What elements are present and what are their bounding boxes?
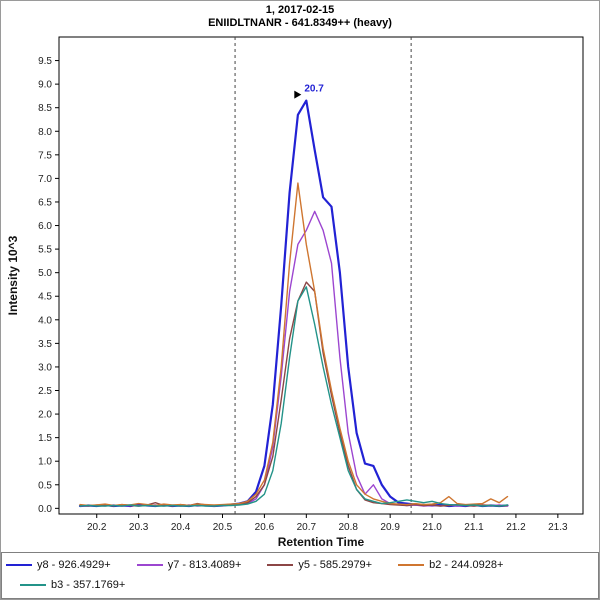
legend-item: b2 - 244.0928+: [398, 559, 503, 571]
legend-swatch: [136, 564, 163, 566]
legend-swatch: [6, 564, 32, 566]
y-tick-label: 5.5: [38, 245, 52, 256]
legend-label: b3 - 357.1769+: [51, 579, 126, 591]
y-tick-label: 1.0: [38, 457, 52, 468]
y-tick-label: 2.0: [38, 410, 52, 421]
legend-label: b2 - 244.0928+: [429, 559, 504, 571]
chart-header: 1, 2017-02-15 ENIIDLTNANR - 641.8349++ (…: [1, 1, 599, 32]
y-tick-label: 7.0: [38, 174, 52, 185]
legend-swatch: [267, 564, 294, 566]
legend-item: y5 - 585.2979+: [267, 559, 372, 571]
y-tick-label: 6.0: [38, 221, 52, 232]
y-tick-label: 0.0: [38, 504, 52, 515]
y-tick-label: 8.5: [38, 103, 52, 114]
y-tick-label: 4.5: [38, 292, 52, 303]
y-tick-label: 4.0: [38, 315, 52, 326]
legend-label: y8 - 926.4929+: [37, 559, 111, 571]
x-tick-label: 21.3: [548, 522, 568, 533]
legend-label: y5 - 585.2979+: [298, 559, 373, 571]
peak-apex-marker: [294, 90, 302, 99]
chart-title: 1, 2017-02-15: [265, 4, 335, 16]
legend-item: y8 - 926.4929+: [6, 559, 111, 571]
x-tick-label: 21.0: [422, 522, 442, 533]
x-tick-label: 21.2: [506, 522, 526, 533]
chromatogram-trace: [79, 281, 509, 507]
y-tick-label: 6.5: [38, 197, 52, 208]
chart-subtitle: ENIIDLTNANR - 641.8349++ (heavy): [208, 17, 392, 29]
chromatogram-trace: [79, 286, 509, 507]
x-tick-label: 20.4: [171, 522, 191, 533]
y-tick-label: 3.5: [38, 339, 52, 350]
y-tick-label: 3.0: [38, 362, 52, 373]
x-tick-label: 20.6: [255, 522, 275, 533]
y-tick-label: 9.0: [38, 80, 52, 91]
y-tick-label: 5.0: [38, 268, 52, 279]
chart-canvas[interactable]: 0.0 0.5 1.0 1.5 2.0 2.5 3.0 3.5 4.0 4.5 5.0 5.5 6.0 6…: [1, 32, 599, 552]
y-tick-label: 8.0: [38, 127, 52, 138]
x-axis-title: Retention Time: [278, 535, 365, 549]
legend-label: y7 - 813.4089+: [167, 559, 242, 571]
x-tick-label: 20.8: [339, 522, 359, 533]
y-tick-label: 1.5: [38, 433, 52, 444]
x-tick-label: 20.3: [129, 522, 149, 533]
y-tick-label: 0.5: [38, 480, 52, 491]
y-tick-label: 2.5: [38, 386, 52, 397]
peak-apex-label: 20.7: [304, 84, 324, 95]
x-tick-label: 20.7: [297, 522, 317, 533]
legend: y8 - 926.4929+ y7 - 813.4089+ y5 - 585.297…: [1, 552, 599, 599]
x-tick-label: 20.2: [87, 522, 107, 533]
legend-swatch: [398, 564, 425, 566]
legend-item: b3 - 357.1769+: [20, 579, 125, 591]
x-tick-label: 20.5: [213, 522, 233, 533]
y-tick-label: 7.5: [38, 150, 52, 161]
x-tick-label: 20.9: [380, 522, 400, 533]
legend-item: y7 - 813.4089+: [136, 559, 242, 571]
legend-swatch: [20, 584, 46, 586]
y-axis-title: Intensity 10^3: [6, 235, 20, 315]
plot-frame: [58, 36, 584, 515]
x-tick-label: 21.1: [464, 522, 484, 533]
y-tick-label: 9.5: [38, 56, 52, 67]
